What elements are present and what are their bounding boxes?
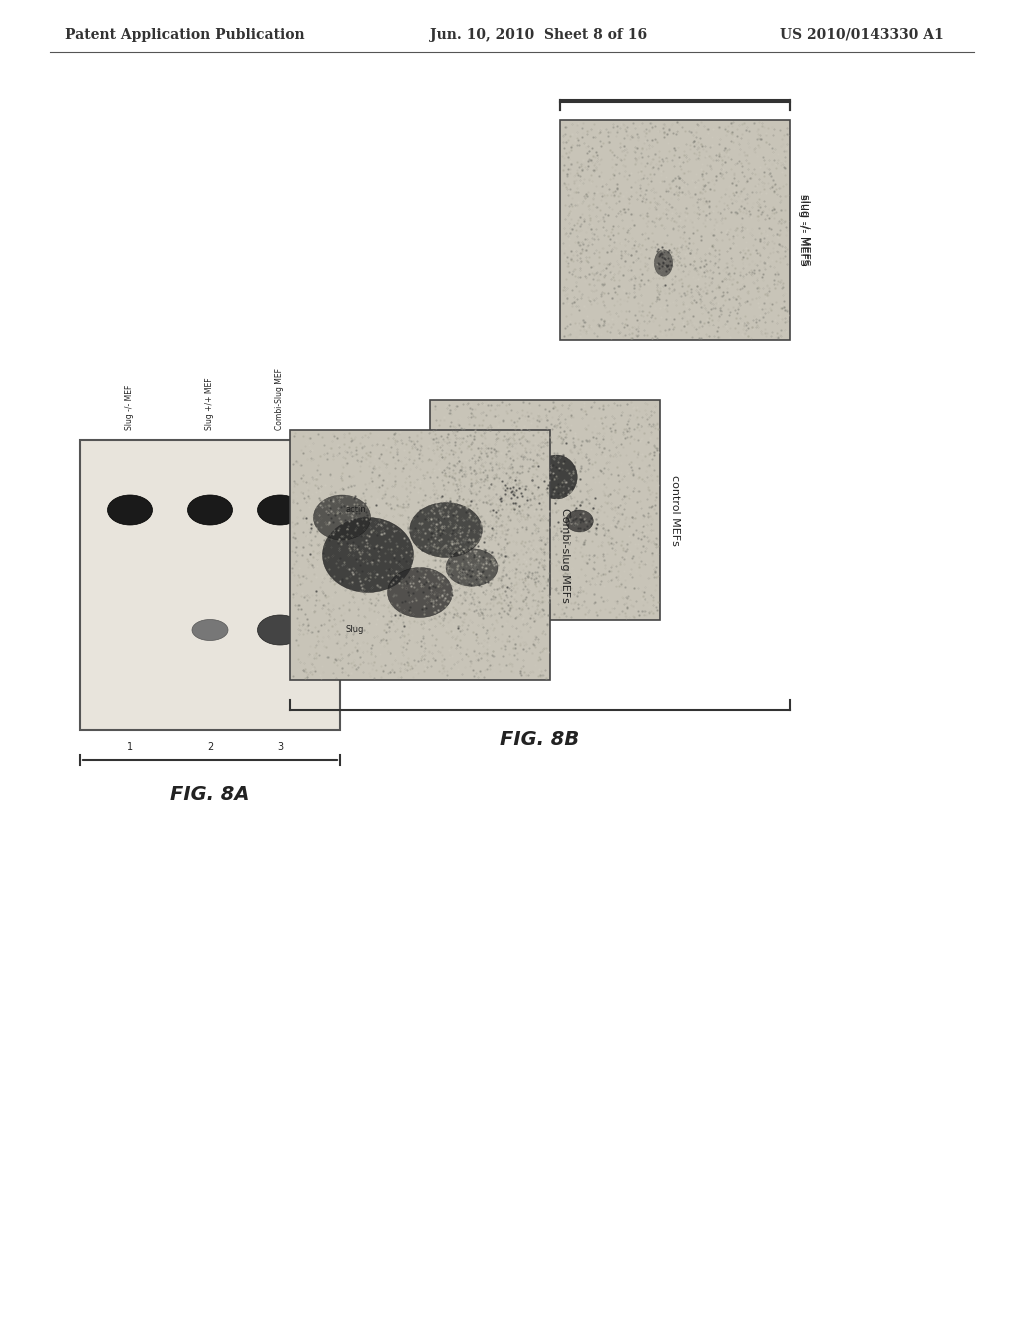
Ellipse shape xyxy=(323,517,414,593)
Text: Slug -/- MEF: Slug -/- MEF xyxy=(126,384,134,430)
Text: 2: 2 xyxy=(207,742,213,752)
Ellipse shape xyxy=(536,455,578,499)
Ellipse shape xyxy=(565,510,593,532)
Bar xyxy=(80,440,340,730)
Ellipse shape xyxy=(257,615,302,645)
Text: Combi-slug MEFs: Combi-slug MEFs xyxy=(560,508,570,602)
Bar xyxy=(290,430,550,680)
Text: 1: 1 xyxy=(127,742,133,752)
Ellipse shape xyxy=(108,495,153,525)
Text: slug -/- MEFS: slug -/- MEFS xyxy=(798,194,808,265)
Text: Slug: Slug xyxy=(345,626,364,635)
Text: 3: 3 xyxy=(276,742,283,752)
Ellipse shape xyxy=(187,495,232,525)
Text: control MEFs: control MEFs xyxy=(670,475,680,545)
Text: FIG. 8B: FIG. 8B xyxy=(501,730,580,748)
Text: Patent Application Publication: Patent Application Publication xyxy=(65,28,304,42)
Text: Jun. 10, 2010  Sheet 8 of 16: Jun. 10, 2010 Sheet 8 of 16 xyxy=(430,28,647,42)
Text: US 2010/0143330 A1: US 2010/0143330 A1 xyxy=(780,28,944,42)
Ellipse shape xyxy=(654,249,673,276)
Ellipse shape xyxy=(387,568,453,618)
Ellipse shape xyxy=(257,495,302,525)
Ellipse shape xyxy=(495,482,526,516)
Text: Combi-Slug MEF: Combi-Slug MEF xyxy=(275,368,285,430)
Text: slug -/- MEFS: slug -/- MEFS xyxy=(800,194,810,265)
Ellipse shape xyxy=(446,549,498,586)
Ellipse shape xyxy=(193,619,228,640)
Ellipse shape xyxy=(313,495,371,540)
Text: FIG. 8A: FIG. 8A xyxy=(170,785,250,804)
Text: actin: actin xyxy=(345,506,366,515)
Bar xyxy=(560,120,790,341)
Bar xyxy=(430,400,660,620)
Text: Slug +/+ MEF: Slug +/+ MEF xyxy=(206,378,214,430)
Ellipse shape xyxy=(410,503,482,557)
